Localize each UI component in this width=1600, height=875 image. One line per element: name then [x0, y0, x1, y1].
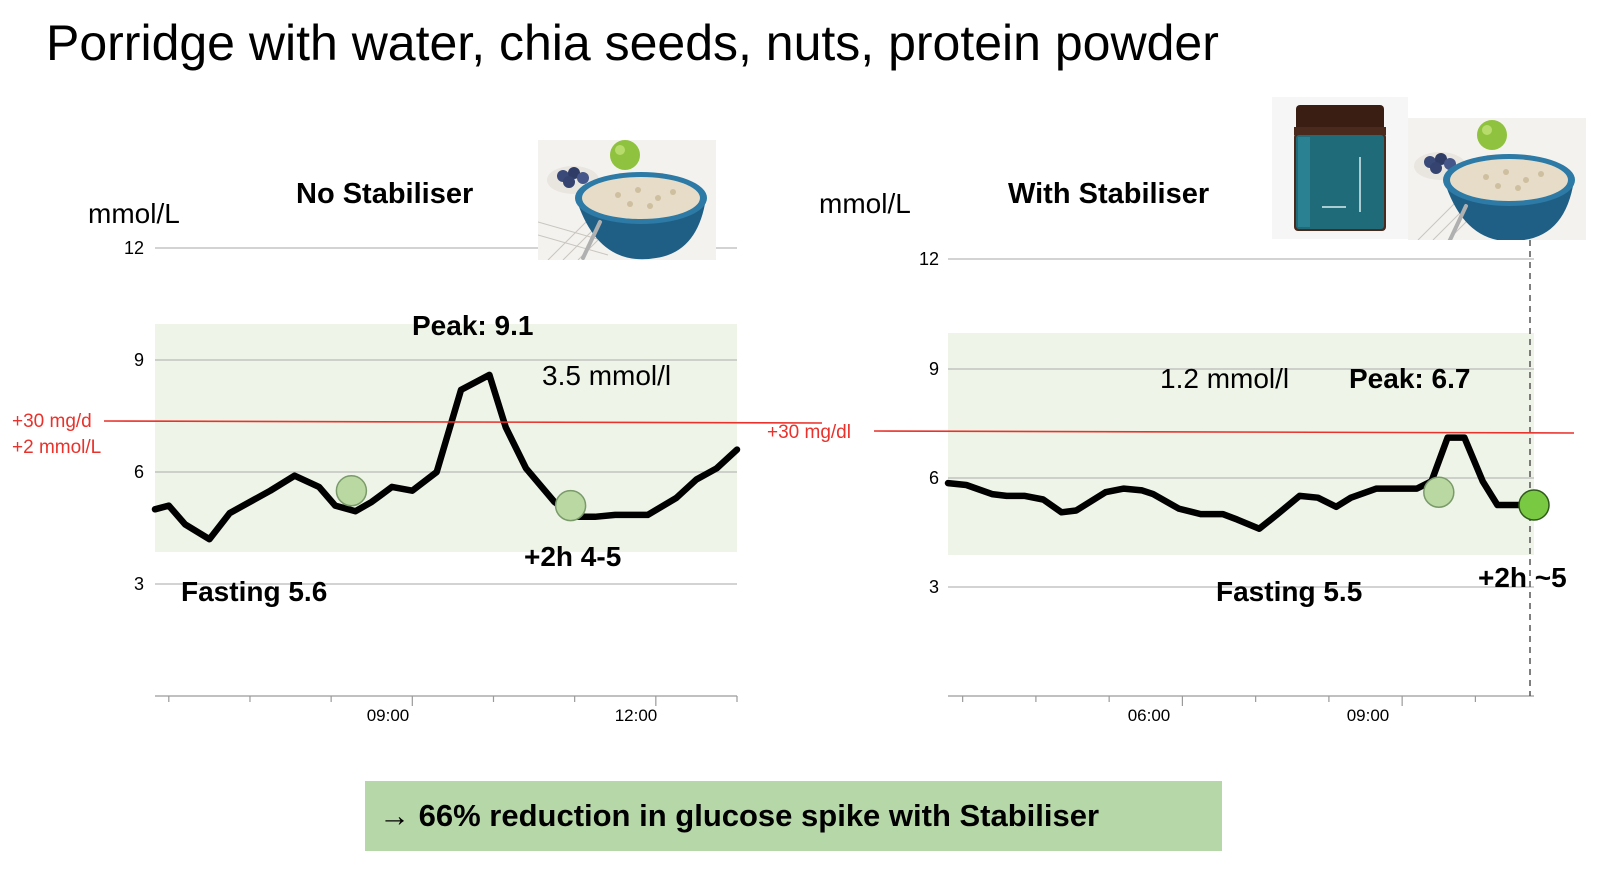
chart-no-stabiliser: 12 9 6 3 mmol/L No Stabiliser 09:00 12:0…: [88, 178, 741, 725]
glucose-line: [944, 434, 1538, 532]
marker-meal: [335, 474, 368, 507]
y-axis-label: mmol/L: [819, 188, 911, 219]
y-tick-label-9: 9: [134, 350, 144, 370]
stabiliser-jar-icon: [1272, 97, 1408, 239]
marker-meal: [1423, 476, 1455, 508]
threshold-line: [873, 430, 1575, 434]
porridge-bowl-icon: [1408, 118, 1586, 242]
annotation-delta: 3.5 mmol/l: [542, 360, 671, 391]
x-tick-label-0600: 06:00: [1128, 706, 1171, 725]
y-axis-label: mmol/L: [88, 198, 180, 229]
annotation-peak: Peak: 9.1: [412, 310, 533, 341]
x-tick-labels-right: 06:00 09:00: [1128, 706, 1390, 725]
y-tick-label-12: 12: [124, 238, 144, 258]
marker-plus-2h: [554, 489, 587, 522]
y-tick-label-6: 6: [134, 462, 144, 482]
annotation-delta: 1.2 mmol/l: [1160, 363, 1289, 394]
threshold-line: [103, 420, 823, 424]
annotation-plus-2h: +2h 4-5: [524, 541, 621, 572]
y-tick-label-12: 12: [919, 249, 939, 269]
annotation-plus-2h: +2h ~5: [1478, 562, 1567, 593]
porridge-bowl-image: [1408, 118, 1586, 242]
y-tick-label-9: 9: [929, 359, 939, 379]
chart-title: With Stabiliser: [1008, 178, 1209, 210]
summary-banner: → 66% reduction in glucose spike with St…: [365, 781, 1222, 851]
x-tick-labels-left: 09:00 12:00: [367, 706, 658, 725]
porridge-bowl-image: [537, 140, 716, 261]
chart-with-stabiliser: 12 9 6 3 mmol/L With Stabiliser 06:00 09…: [819, 178, 1567, 725]
x-tick-label-0900: 09:00: [367, 706, 410, 725]
y-tick-label-3: 3: [929, 577, 939, 597]
marker-plus-2h: [1518, 489, 1550, 521]
y-tick-label-3: 3: [134, 574, 144, 594]
chart-title: No Stabiliser: [296, 178, 473, 210]
annotation-peak: Peak: 6.7: [1349, 363, 1470, 394]
annotation-fasting: Fasting 5.5: [1216, 576, 1362, 607]
y-tick-label-6: 6: [929, 468, 939, 488]
threshold-label-mg: +30 mg/d: [12, 411, 92, 432]
porridge-bowl-icon: [537, 140, 716, 261]
annotation-fasting: Fasting 5.6: [181, 576, 327, 607]
x-ticks-right: [962, 696, 1477, 706]
glucose-line: [151, 371, 741, 543]
x-tick-label-1200: 12:00: [615, 706, 658, 725]
x-tick-label-0900: 09:00: [1347, 706, 1390, 725]
threshold-label-mg: +30 mg/dl: [767, 422, 851, 443]
threshold-line-left: +30 mg/d +2 mmol/L: [12, 411, 823, 458]
slide-title: Porridge with water, chia seeds, nuts, p…: [46, 15, 1219, 71]
x-ticks-left: [168, 696, 738, 706]
stabiliser-jar-image: [1272, 97, 1408, 239]
threshold-line-right: +30 mg/dl: [767, 422, 1575, 443]
threshold-label-mmol: +2 mmol/L: [12, 437, 101, 458]
